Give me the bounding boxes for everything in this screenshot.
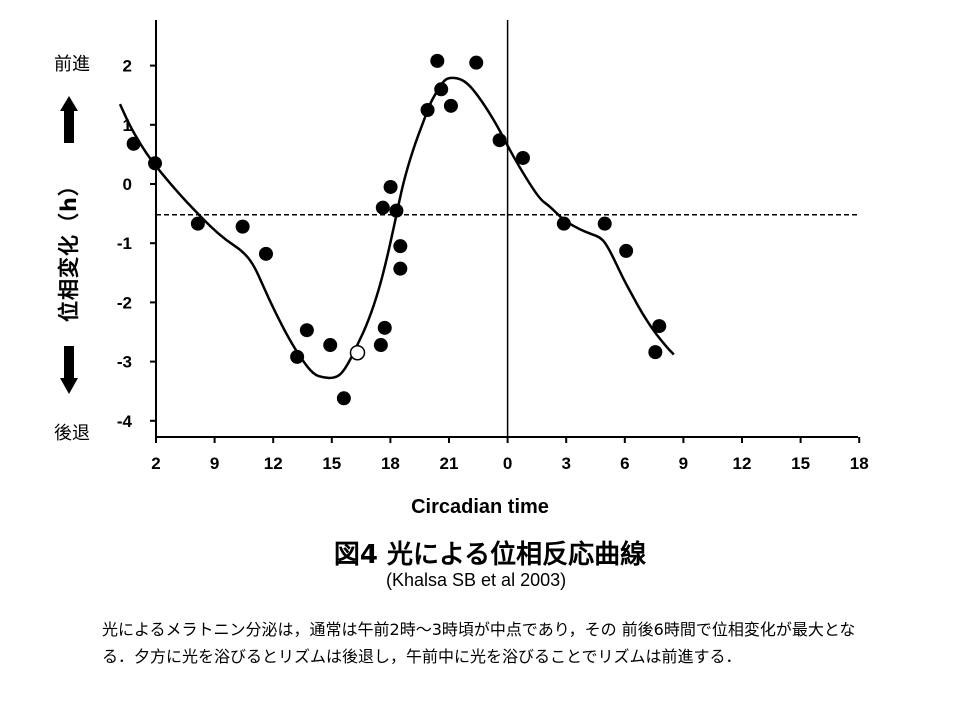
x-axis-label: Circadian time — [411, 496, 549, 518]
phase-response-chart: 210-1-2-3-4 2 9 12 15 18 21 0 3 6 9 12 15 18 前進 位相変化… — [54, 20, 869, 473]
y-tick-label: -1 — [117, 234, 132, 253]
x-tick-label: 18 — [850, 454, 869, 473]
x-tick-label: 2 — [151, 454, 160, 473]
data-point — [619, 243, 634, 258]
data-point — [492, 133, 507, 148]
figure-citation: (Khalsa SB et al 2003) — [386, 570, 567, 590]
data-point — [235, 219, 250, 234]
data-point — [652, 319, 667, 334]
y-tick-label: 0 — [123, 175, 132, 194]
data-point — [434, 82, 449, 97]
x-tick-label: 6 — [620, 454, 629, 473]
x-tick-label: 15 — [322, 454, 341, 473]
advance-label: 前進 — [54, 54, 90, 75]
data-point — [148, 156, 163, 171]
data-point — [389, 203, 404, 218]
data-point — [469, 55, 484, 70]
figure-title: 図4 光による位相反応曲線 — [333, 540, 647, 570]
down-arrow-icon — [60, 346, 78, 394]
data-point — [393, 261, 408, 276]
y-tick-label: -3 — [117, 353, 132, 372]
data-point — [290, 349, 305, 364]
x-tick-label: 9 — [210, 454, 219, 473]
data-point — [597, 216, 612, 231]
data-point — [556, 216, 571, 231]
data-point — [336, 391, 351, 406]
x-tick-label: 3 — [561, 454, 570, 473]
data-point — [420, 103, 435, 117]
data-point — [375, 200, 390, 215]
chart-axes — [155, 20, 858, 438]
y-tick-label: 2 — [123, 57, 132, 76]
data-point — [515, 150, 530, 165]
data-point — [323, 338, 338, 353]
y-axis-label: 位相変化（h） — [57, 174, 81, 322]
data-point-open — [349, 344, 366, 361]
data-point — [430, 53, 445, 68]
data-point — [373, 338, 388, 353]
up-arrow-icon — [60, 96, 78, 143]
data-point — [299, 323, 314, 338]
y-tick-labels: 2 1 0 -1 -2 -3 -4 — [117, 57, 156, 431]
data-point — [443, 98, 458, 113]
x-tick-label: 9 — [679, 454, 688, 473]
x-tick-label: 18 — [381, 454, 400, 473]
x-tick-label: 15 — [791, 454, 810, 473]
data-points-layer — [126, 53, 667, 406]
x-tick-labels: 2 9 12 15 18 21 0 3 6 9 12 15 18 — [151, 437, 869, 473]
x-tick-label: 12 — [264, 454, 283, 473]
delay-label: 後退 — [54, 423, 90, 444]
figure-caption: 光によるメラトニン分泌は，通常は午前2時〜3時頃が中点であり，その 前後6時間で… — [102, 620, 856, 666]
y-tick-label: -2 — [117, 293, 132, 312]
data-point — [126, 136, 141, 151]
y-tick-label: 1 — [123, 116, 132, 135]
data-point — [377, 320, 392, 335]
data-point — [258, 246, 273, 261]
x-tick-label: 21 — [440, 454, 459, 473]
data-point — [383, 179, 398, 194]
data-point — [190, 216, 205, 231]
data-point — [393, 239, 408, 254]
y-tick-label: -4 — [117, 412, 133, 431]
x-tick-label: 12 — [733, 454, 752, 473]
x-tick-label: 0 — [503, 454, 512, 473]
data-point — [648, 345, 663, 360]
